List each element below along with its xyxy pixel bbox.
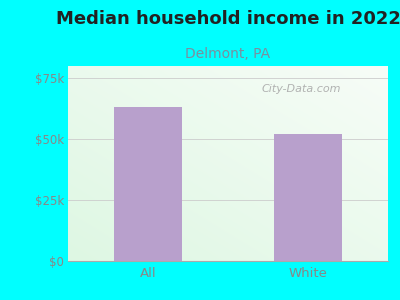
Text: Median household income in 2022: Median household income in 2022 — [56, 11, 400, 28]
Bar — [114, 107, 182, 261]
Text: City-Data.com: City-Data.com — [262, 84, 341, 94]
Bar — [274, 134, 342, 261]
Text: Delmont, PA: Delmont, PA — [186, 46, 270, 61]
